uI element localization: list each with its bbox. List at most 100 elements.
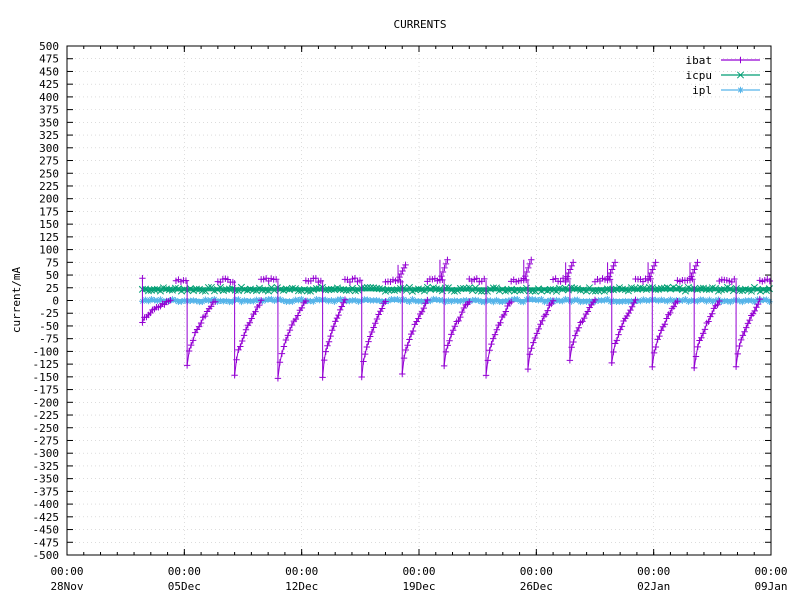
ipl-point: [601, 297, 608, 304]
icpu-point: [660, 284, 668, 292]
ipl-point: [748, 297, 755, 304]
ipl-point: [694, 298, 701, 305]
ipl-point: [583, 298, 590, 305]
ibat-recovery: [141, 299, 171, 323]
chart-title: CURRENTS: [394, 18, 447, 31]
ibat-point: [569, 259, 577, 266]
legend-marker: [737, 86, 744, 94]
icpu-point: [327, 285, 335, 293]
icpu-point: [726, 285, 734, 293]
x-tick-time: 00:00: [402, 565, 435, 578]
ipl-point: [553, 296, 560, 304]
ipl-point: [208, 297, 215, 304]
x-tick-date: 09Jan: [754, 580, 787, 593]
y-tick-label: -325: [33, 460, 60, 473]
icpu-point: [354, 286, 362, 294]
y-tick-label: 125: [39, 231, 59, 244]
ipl-point: [433, 296, 440, 303]
icpu-point: [765, 285, 773, 293]
ipl-point: [604, 295, 611, 303]
ipl-point: [763, 296, 770, 303]
y-tick-label: 50: [46, 269, 59, 282]
icpu-point: [198, 287, 206, 295]
ibat-point: [528, 256, 535, 263]
ipl-point: [409, 296, 416, 303]
icpu-point: [657, 284, 665, 293]
plot-frame: [66, 45, 772, 556]
icpu-point: [372, 284, 380, 292]
icpu-point: [456, 284, 464, 293]
icpu-point: [237, 283, 245, 291]
icpu-point: [546, 285, 554, 293]
ipl-point: [673, 296, 680, 304]
ibat-point: [647, 269, 655, 277]
ibat-point: [424, 296, 431, 304]
ibat-recovery: [322, 299, 346, 378]
y-tick-label: -275: [33, 434, 60, 447]
icpu-point: [687, 285, 695, 293]
ipl-point: [712, 297, 719, 304]
ibat-recovery: [485, 301, 512, 376]
ibat-point: [439, 268, 447, 276]
ibat-recovery: [527, 300, 554, 370]
ipl-point: [622, 297, 629, 305]
ibat-point: [731, 275, 738, 283]
y-tick-label: -175: [33, 384, 60, 397]
ipl-point: [514, 296, 521, 303]
icpu-point: [171, 284, 179, 292]
x-tick-time: 00:00: [50, 565, 83, 578]
ibat-point: [652, 259, 659, 266]
ipl-point: [679, 297, 686, 304]
icpu-point: [642, 285, 650, 294]
x-tick-time: 00:00: [285, 565, 318, 578]
ipl-point: [538, 296, 545, 303]
x-tick-date: 28Nov: [50, 580, 83, 593]
icpu-point: [516, 286, 524, 294]
ipl-point: [310, 298, 317, 305]
ipl-point: [313, 296, 320, 303]
y-tick-label: -500: [33, 549, 60, 562]
icpu-point: [186, 285, 194, 293]
ipl-point: [280, 297, 287, 304]
ibat-point: [691, 266, 698, 273]
y-tick-label: -200: [33, 396, 60, 409]
ibat-recovery: [277, 300, 307, 379]
ibat-point: [591, 296, 599, 304]
ipl-point: [535, 297, 542, 304]
icpu-point: [534, 285, 542, 293]
ipl-point: [661, 297, 668, 304]
ipl-point: [607, 298, 614, 305]
icpu-point: [213, 285, 221, 294]
icpu-point: [576, 286, 584, 294]
ibat-point: [766, 277, 774, 285]
icpu-point: [459, 284, 467, 293]
icpu-point: [747, 287, 755, 295]
ipl-point: [262, 296, 269, 304]
ibat-point: [167, 297, 174, 304]
ibat-point: [611, 259, 619, 266]
ipl-point: [490, 298, 497, 306]
ipl-point: [439, 297, 446, 304]
ibat-point: [481, 275, 488, 283]
ipl-point: [754, 296, 761, 303]
icpu-point: [483, 287, 491, 295]
ipl-point: [532, 296, 539, 303]
ibat-point: [563, 273, 571, 280]
icpu-point: [441, 284, 449, 292]
ipl-point: [202, 296, 209, 303]
ibat-recovery: [361, 301, 386, 378]
ipl-point: [658, 296, 665, 303]
icpu-point: [651, 286, 659, 294]
ipl-point: [403, 297, 410, 304]
ibat-recovery: [234, 300, 262, 376]
y-tick-label: -375: [33, 485, 60, 498]
icpu-point: [696, 284, 704, 292]
y-tick-label: 75: [46, 256, 59, 269]
ipl-point: [499, 298, 506, 305]
icpu-point: [231, 286, 239, 294]
ibat-point: [649, 266, 656, 273]
y-tick-label: -100: [33, 345, 60, 358]
ibat-recovery: [401, 299, 428, 375]
icpu-point: [645, 283, 653, 291]
